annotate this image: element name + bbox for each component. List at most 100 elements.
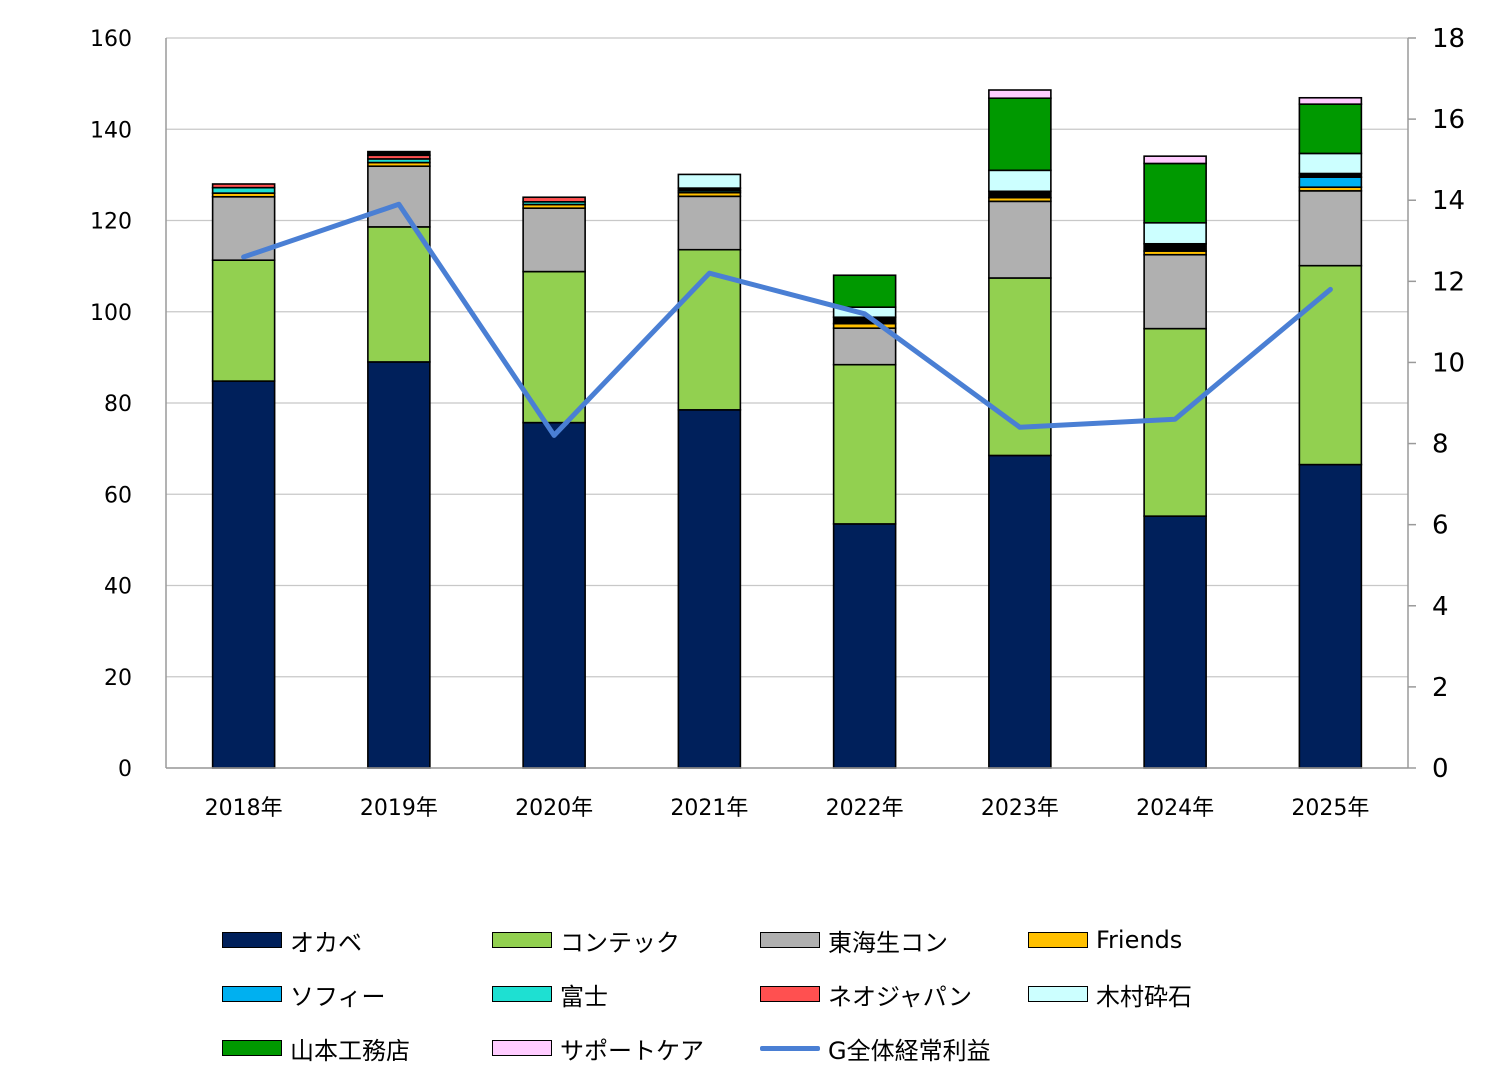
legend-swatch: [492, 986, 552, 1002]
bar-segment: [832, 523, 897, 769]
legend-label: 木村砕石: [1096, 982, 1192, 1011]
bar-segment: [522, 207, 586, 273]
legend-label: Friends: [1096, 926, 1183, 954]
bar-segment: [988, 454, 1052, 769]
bar-segment: [211, 380, 276, 769]
bar-segment: [832, 327, 897, 366]
legend-label: コンテック: [560, 928, 680, 957]
bar-segment: [1143, 221, 1207, 245]
legend-item: G全体経常利益: [760, 1028, 991, 1068]
legend-label: 富士: [560, 982, 608, 1011]
line-series: [241, 201, 1333, 438]
bar-segment: [367, 226, 431, 363]
legend-item: コンテック: [492, 920, 680, 960]
y-tick-label-right: 12: [1432, 267, 1465, 297]
legend-label: ネオジャパン: [828, 982, 972, 1011]
legend-item: ソフィー: [222, 974, 386, 1014]
bar-segment: [988, 97, 1052, 172]
legend-item: 富士: [492, 974, 608, 1014]
y-tick-label-right: 18: [1432, 24, 1465, 54]
bar-segment: [1298, 96, 1363, 105]
legend-item: オカベ: [222, 920, 362, 960]
bar-segment: [1298, 176, 1363, 188]
legend-swatch: [760, 932, 820, 948]
legend-label: ソフィー: [290, 982, 386, 1011]
bar-segment: [1298, 463, 1363, 769]
x-tick-label: 2025年: [1291, 796, 1369, 821]
bar-segment: [367, 361, 431, 769]
legend-item: 山本工務店: [222, 1028, 410, 1068]
legend-swatch: [760, 986, 820, 1002]
bar-segment: [832, 316, 897, 325]
y-tick-label-right: 16: [1432, 105, 1465, 135]
legend-swatch: [492, 932, 552, 948]
y-tick-label-left: 80: [104, 392, 132, 417]
bar-segment: [1298, 264, 1363, 466]
x-tick-label: 2020年: [515, 796, 593, 821]
bars: [211, 89, 1363, 769]
legend-swatch: [1028, 932, 1088, 948]
legend-swatch: [222, 986, 282, 1002]
y-tick-label-left: 0: [118, 757, 132, 782]
axes: [165, 37, 1416, 769]
bar-segment: [1298, 103, 1363, 155]
bar-segment: [522, 270, 586, 424]
y-tick-label-right: 6: [1432, 511, 1449, 541]
x-tick-label: 2022年: [826, 796, 904, 821]
legend-item: 東海生コン: [760, 920, 948, 960]
bar-segment: [988, 200, 1052, 279]
y-tick-label-left: 40: [104, 575, 132, 600]
legend-swatch: [222, 932, 282, 948]
bar-segment: [677, 173, 742, 189]
y-tick-label-left: 100: [90, 301, 132, 326]
y-tick-label-right: 8: [1432, 430, 1449, 460]
legend-label: 東海生コン: [828, 928, 948, 957]
y-tick-label-left: 20: [104, 666, 132, 691]
legend-label: 山本工務店: [290, 1036, 410, 1065]
y-tick-label-right: 0: [1432, 754, 1449, 784]
tick-labels: 0 20 40 60 80 100 120 140 160 0 2 4 6 8 10 12 14 16 18 2018…: [90, 24, 1465, 821]
bar-segment: [522, 196, 586, 203]
legend-item: ネオジャパン: [760, 974, 972, 1014]
legend-swatch: [1028, 986, 1088, 1002]
bar-segment: [988, 190, 1052, 199]
legend-item: サポートケア: [492, 1028, 704, 1068]
bar-segment: [677, 195, 742, 251]
y-tick-label-left: 160: [90, 27, 132, 52]
y-tick-label-right: 2: [1432, 673, 1449, 703]
bar-segment: [1143, 242, 1207, 252]
legend-label: G全体経常利益: [828, 1036, 991, 1065]
x-tick-label: 2023年: [981, 796, 1059, 821]
bar-segment: [211, 259, 276, 382]
bar-segment: [832, 363, 897, 525]
bar-segment: [988, 169, 1052, 193]
legend-swatch: [492, 1040, 552, 1056]
legend-item: Friends: [1028, 920, 1182, 960]
y-tick-label-left: 60: [104, 483, 132, 508]
legend-line-swatch: [760, 1045, 820, 1051]
bar-segment: [367, 150, 431, 157]
line-g-profit: [241, 201, 1333, 438]
x-tick-label: 2021年: [670, 796, 748, 821]
bar-segment: [988, 89, 1052, 100]
x-tick-label: 2018年: [205, 796, 283, 821]
legend: オカベ コンテック 東海生コン Friends ソフィー 富士 ネオジャパン 木村砕石山本工務…: [222, 920, 1472, 1080]
bar-segment: [367, 165, 431, 228]
bar-segment: [1143, 253, 1207, 330]
y-tick-label-left: 140: [90, 118, 132, 143]
y-tick-label-left: 120: [90, 210, 132, 235]
bar-segment: [1298, 152, 1363, 175]
bar-segment: [1143, 155, 1207, 165]
legend-label: オカベ: [290, 928, 362, 957]
chart: 0 20 40 60 80 100 120 140 160 0 2 4 6 8 10 12 14 16 18 2018…: [90, 24, 1465, 821]
bar-segment: [1298, 190, 1363, 267]
y-tick-label-right: 10: [1432, 348, 1465, 378]
legend-swatch: [222, 1040, 282, 1056]
bar-segment: [677, 409, 742, 769]
bar-segment: [1143, 162, 1207, 224]
x-tick-label: 2024年: [1136, 796, 1214, 821]
bar-segment: [522, 421, 586, 769]
y-tick-label-right: 14: [1432, 186, 1465, 216]
bar-segment: [211, 183, 276, 189]
gridlines: [166, 37, 1408, 769]
